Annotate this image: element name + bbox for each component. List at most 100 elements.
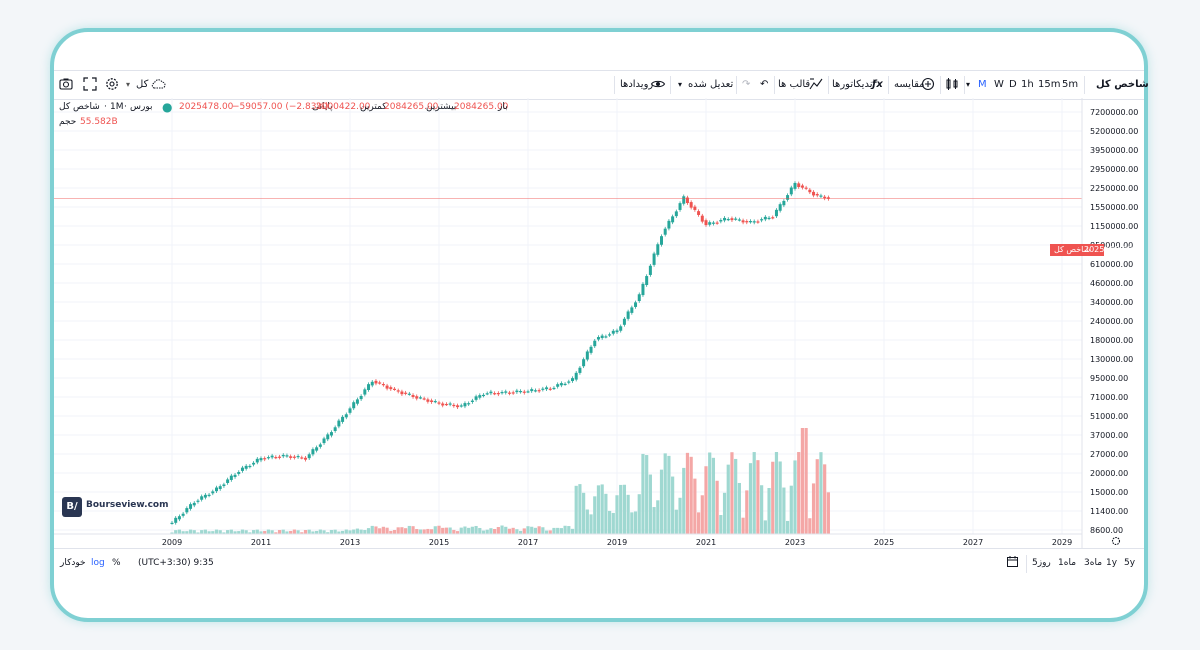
timeframe-W[interactable]: W: [994, 79, 1004, 90]
candle-body: [519, 390, 523, 393]
legend-interval: 1M: [110, 102, 124, 112]
candle-body: [674, 211, 678, 217]
volume-bar: [459, 527, 463, 534]
candle-body: [374, 380, 378, 384]
price-axis[interactable]: 7200000.00 5200000.00 3950000.00 2950000.00…: [1081, 98, 1138, 548]
range-5y[interactable]: 5y: [1124, 558, 1136, 568]
plus-circle-icon[interactable]: [920, 76, 936, 92]
volume-bar: [296, 530, 300, 534]
toolbar-separator: [774, 76, 775, 94]
candle-body: [704, 220, 708, 226]
volume-bar: [344, 529, 348, 534]
volume-bar: [748, 463, 753, 534]
volume-bar: [671, 476, 675, 534]
volume-bar: [192, 530, 196, 534]
legend-symbol[interactable]: شاخص کل: [59, 102, 100, 112]
chevron-down-icon[interactable]: ▾: [678, 80, 683, 89]
chevron-down-icon[interactable]: ▾: [966, 80, 971, 89]
candles: [170, 181, 830, 525]
candle-body: [749, 221, 752, 223]
candle-body: [693, 206, 697, 210]
candle-body: [567, 381, 571, 383]
volume-bar: [826, 492, 830, 534]
price-tick-label: 71000.00: [1090, 393, 1128, 402]
timeframe-5m[interactable]: 5m: [1062, 79, 1079, 90]
candle-body: [496, 392, 500, 395]
candle-body: [485, 393, 489, 395]
price-tick-label: 2250000.00: [1090, 184, 1138, 193]
camera-icon[interactable]: [58, 76, 74, 92]
toolbar-separator: [670, 76, 671, 94]
volume-bar: [270, 530, 274, 534]
candle-body: [211, 491, 215, 494]
redo-icon[interactable]: ↷: [742, 79, 751, 90]
candle-body: [467, 403, 471, 405]
symbol-search[interactable]: شاخص کل: [1096, 79, 1149, 90]
gear-icon[interactable]: [104, 76, 120, 92]
range-3m[interactable]: 3ماه: [1084, 558, 1103, 568]
templates-icon[interactable]: [808, 76, 824, 92]
volume-bar: [630, 512, 634, 534]
fullscreen-icon[interactable]: [82, 76, 98, 92]
volume-bar: [333, 529, 337, 534]
legend-low-label: کمترین: [360, 102, 387, 112]
timezone-display[interactable]: (UTC+3:30) 9:35: [138, 558, 214, 568]
ohlc-legend: شاخص کل · 1M · بورس ● 2025478.00 −59057.…: [54, 101, 1082, 115]
volume-bar: [674, 509, 678, 534]
timeframe-M[interactable]: M: [978, 79, 987, 90]
chart-area[interactable]: 7200000.00 5200000.00 3950000.00 2950000.00…: [54, 98, 1144, 548]
candle-body: [474, 396, 478, 400]
candles-icon[interactable]: [944, 76, 960, 92]
candle-body: [622, 318, 626, 325]
volume-bar: [771, 461, 775, 534]
templates-button[interactable]: قالب ها: [778, 79, 811, 90]
time-axis[interactable]: 2009 2011 2013 2015 2017 2019 2021 2023 2025 2027…: [54, 533, 1121, 547]
range-5d[interactable]: 5روز: [1032, 558, 1051, 568]
volume-bar: [615, 495, 619, 534]
range-1m[interactable]: 1ماه: [1058, 558, 1077, 568]
volume-bar: [619, 484, 623, 534]
candle-body: [541, 388, 545, 390]
compare-button[interactable]: مقایسه: [894, 79, 925, 90]
percent-scale-toggle[interactable]: %: [112, 558, 121, 568]
auto-scale-toggle[interactable]: خودکار: [60, 558, 86, 568]
log-scale-toggle[interactable]: log: [91, 558, 105, 568]
cloud-icon[interactable]: [150, 76, 166, 92]
legend-exchange: بورس: [130, 102, 153, 112]
layout-label[interactable]: کل: [136, 79, 149, 90]
candle-body: [552, 387, 556, 390]
fx-icon[interactable]: ƒx: [872, 79, 883, 90]
chevron-down-icon[interactable]: ▾: [126, 80, 131, 89]
adjusted-dropdown[interactable]: تعدیل شده: [688, 79, 734, 90]
volume-bars: [170, 428, 830, 534]
candle-body: [433, 401, 437, 403]
eye-icon[interactable]: [650, 76, 666, 92]
candle-body: [685, 197, 689, 204]
volume-bar: [600, 484, 604, 534]
volume-bar: [359, 529, 363, 534]
calendar-icon[interactable]: [1006, 555, 1020, 572]
price-tick-label: 130000.00: [1090, 355, 1133, 364]
timeframe-D[interactable]: D: [1009, 79, 1017, 90]
indicators-button[interactable]: اندیکاتورها: [832, 79, 876, 90]
candle-body: [522, 391, 526, 393]
volume-bar: [218, 530, 222, 534]
undo-icon[interactable]: ↶: [760, 79, 769, 90]
candle-body: [767, 217, 771, 220]
candle-body: [300, 457, 304, 459]
volume-bar: [722, 492, 727, 534]
candle-body: [422, 398, 426, 400]
volume-bar: [582, 492, 586, 534]
candle-body: [226, 479, 230, 483]
candle-body: [177, 516, 181, 520]
range-1y[interactable]: 1y: [1106, 558, 1118, 568]
candlestick-chart[interactable]: 7200000.00 5200000.00 3950000.00 2950000.00…: [54, 98, 1144, 548]
volume-bar: [596, 485, 601, 534]
volume-bar: [570, 528, 575, 534]
timeframe-1h[interactable]: 1h: [1021, 79, 1034, 90]
timeframe-15m[interactable]: 15m: [1038, 79, 1061, 90]
candle-body: [315, 447, 319, 451]
candle-body: [812, 191, 816, 196]
candle-body: [363, 389, 367, 395]
events-button[interactable]: رویدادها: [620, 79, 654, 90]
